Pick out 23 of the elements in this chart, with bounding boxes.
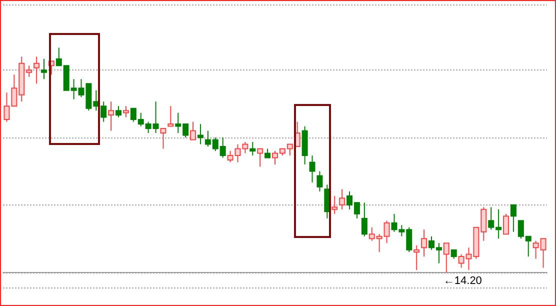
candlestick — [309, 154, 316, 183]
candlestick — [34, 56, 40, 84]
candlestick — [503, 213, 510, 235]
candlestick — [361, 202, 368, 237]
candlestick — [332, 195, 338, 214]
candlestick — [108, 101, 114, 132]
candlestick — [316, 170, 323, 192]
candlestick — [443, 242, 450, 273]
candlestick — [510, 204, 516, 232]
candlestick — [168, 106, 174, 127]
candlestick — [257, 148, 264, 168]
candlestick — [250, 142, 256, 156]
candlestick — [197, 124, 204, 145]
candlestick — [190, 121, 196, 140]
candlestick — [116, 106, 122, 118]
candlestick — [160, 128, 166, 150]
candlestick — [100, 101, 107, 122]
candlestick — [414, 244, 420, 271]
candlestick — [40, 58, 47, 80]
candlestick — [421, 229, 428, 258]
candlestick — [339, 188, 346, 210]
candlestick — [122, 106, 129, 118]
annotation: ←14.20 — [443, 274, 482, 287]
